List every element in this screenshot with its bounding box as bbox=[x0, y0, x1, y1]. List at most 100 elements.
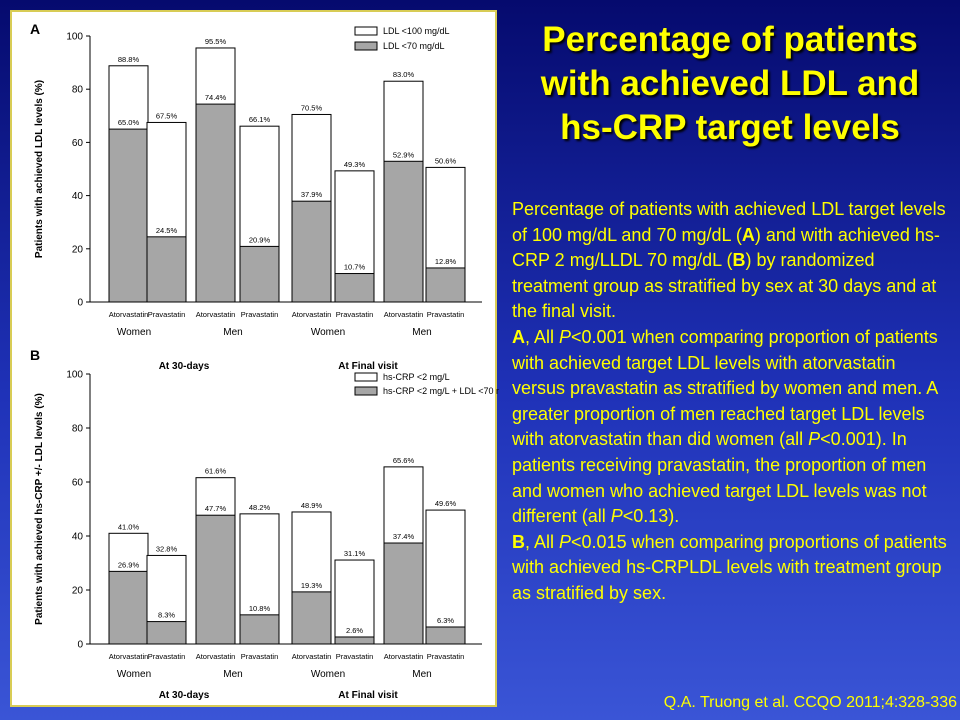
bar-inner bbox=[195, 103, 236, 303]
y-tick-label: 80 bbox=[72, 424, 84, 435]
data-label: 65.6% bbox=[393, 456, 415, 465]
data-label: 88.8% bbox=[118, 55, 140, 64]
data-label: 50.6% bbox=[435, 156, 457, 165]
data-label: 70.5% bbox=[301, 103, 323, 112]
data-label: 37.4% bbox=[393, 532, 415, 541]
caption-text: <0.13). bbox=[622, 506, 680, 527]
bar-inner bbox=[425, 626, 466, 645]
bar-inner bbox=[383, 542, 424, 645]
caption-text: ) and with achieved hs-CRP 2 mg/LLDL 70 … bbox=[512, 224, 940, 271]
group-label: Women bbox=[117, 327, 151, 338]
bar-outer bbox=[334, 559, 375, 645]
caption-paragraph: A, All P<0.001 when comparing proportion… bbox=[512, 325, 952, 530]
y-tick-label: 0 bbox=[77, 640, 83, 651]
caption-bold: B bbox=[512, 531, 525, 552]
caption-italic: P bbox=[559, 531, 572, 552]
data-label: 8.3% bbox=[158, 611, 175, 620]
y-tick-label: 60 bbox=[72, 138, 84, 149]
title-line: Percentage of patients bbox=[542, 20, 918, 59]
x-tick-label: Atorvastatin bbox=[109, 652, 149, 661]
y-tick-label: 80 bbox=[72, 85, 84, 96]
data-label: 31.1% bbox=[344, 549, 366, 558]
figure-caption: Percentage of patients with achieved LDL… bbox=[512, 197, 952, 607]
data-label: 47.7% bbox=[205, 504, 227, 513]
x-tick-label: Pravastatin bbox=[148, 652, 186, 661]
bar-inner bbox=[108, 128, 149, 303]
x-tick-label: Atorvastatin bbox=[292, 310, 332, 319]
panel-label: B bbox=[30, 347, 40, 363]
chart-svg: A 0 20 40 60 80 100 Patients with achieved LDL … bbox=[30, 21, 499, 701]
y-tick-label: 20 bbox=[72, 586, 84, 597]
data-label: 2.6% bbox=[346, 626, 363, 635]
x-tick-label: Atorvastatin bbox=[109, 310, 149, 319]
x-tick-label: Atorvastatin bbox=[384, 310, 424, 319]
period-label: At 30-days bbox=[159, 690, 210, 701]
y-axis-label: Patients with achieved LDL levels (%) bbox=[34, 80, 45, 258]
title-line: with achieved LDL and bbox=[540, 64, 920, 103]
x-tick-label: Pravastatin bbox=[336, 310, 374, 319]
bar-inner bbox=[334, 636, 375, 645]
caption-text: ) by randomized treatment group as strat… bbox=[512, 250, 937, 322]
data-label: 48.9% bbox=[301, 501, 323, 510]
data-label: 6.3% bbox=[437, 616, 454, 625]
y-tick-label: 40 bbox=[72, 191, 84, 202]
caption-text: <0.001 when comparing proportion of pati… bbox=[512, 326, 938, 450]
data-label: 83.0% bbox=[393, 70, 415, 79]
bar-inner bbox=[383, 160, 424, 303]
data-label: 10.7% bbox=[344, 263, 366, 272]
caption-text: Percentage of patients with achieved LDL… bbox=[512, 199, 946, 245]
x-tick-label: Pravastatin bbox=[241, 310, 279, 319]
data-label: 49.3% bbox=[344, 160, 366, 169]
bar-inner bbox=[291, 591, 332, 645]
caption-bold: A bbox=[741, 224, 755, 245]
group-label: Women bbox=[311, 669, 345, 680]
period-label: At 30-days bbox=[159, 361, 210, 372]
group-label: Women bbox=[117, 669, 151, 680]
data-label: 95.5% bbox=[205, 37, 227, 46]
data-label: 24.5% bbox=[156, 226, 178, 235]
bar-inner bbox=[195, 514, 236, 645]
data-label: 26.9% bbox=[118, 560, 140, 569]
data-label: 12.8% bbox=[435, 257, 457, 266]
caption-text: , All bbox=[525, 531, 560, 552]
caption-paragraph: B, All P<0.015 when comparing proportion… bbox=[512, 530, 952, 607]
caption-bold: B bbox=[732, 250, 746, 271]
bar-inner bbox=[334, 273, 375, 303]
citation: Q.A. Truong et al. CCQO 2011;4:328-336 bbox=[663, 694, 957, 711]
caption-paragraph: Percentage of patients with achieved LDL… bbox=[512, 197, 952, 325]
period-label: At Final visit bbox=[338, 361, 398, 372]
data-label: 52.9% bbox=[393, 150, 415, 159]
period-label: At Final visit bbox=[338, 690, 398, 701]
group-label: Women bbox=[311, 327, 345, 338]
data-label: 10.8% bbox=[249, 604, 271, 613]
caption-italic: P bbox=[808, 429, 821, 450]
y-tick-label: 20 bbox=[72, 244, 84, 255]
data-label: 66.1% bbox=[249, 115, 271, 124]
group-label: Men bbox=[223, 669, 242, 680]
legend-label: LDL <70 mg/dL bbox=[383, 41, 444, 51]
chart-figure: A 0 20 40 60 80 100 Patients with achieved LDL … bbox=[10, 10, 499, 707]
caption-italic: P bbox=[559, 326, 572, 347]
bar-inner bbox=[146, 236, 187, 303]
data-label: 20.9% bbox=[249, 235, 271, 244]
x-tick-label: Pravastatin bbox=[241, 652, 279, 661]
group-label: Men bbox=[412, 669, 431, 680]
data-label: 65.0% bbox=[118, 118, 140, 127]
legend-swatch bbox=[354, 26, 378, 36]
legend-label: hs-CRP <2 mg/L + LDL <70 mg/dL bbox=[383, 386, 499, 396]
bar-inner bbox=[291, 200, 332, 303]
bar-inner bbox=[108, 570, 149, 645]
title-line: hs-CRP target levels bbox=[560, 108, 900, 147]
y-tick-label: 100 bbox=[66, 32, 83, 43]
caption-text: <0.015 when comparing proportions of pat… bbox=[512, 531, 947, 603]
data-label: 19.3% bbox=[301, 581, 323, 590]
data-label: 49.6% bbox=[435, 499, 457, 508]
legend-swatch bbox=[354, 386, 378, 396]
data-label: 61.6% bbox=[205, 467, 227, 476]
bar-inner bbox=[146, 621, 187, 645]
x-tick-label: Atorvastatin bbox=[196, 310, 236, 319]
group-label: Men bbox=[223, 327, 242, 338]
bar-outer bbox=[425, 509, 466, 645]
caption-text: , All bbox=[525, 326, 560, 347]
y-tick-label: 60 bbox=[72, 478, 84, 489]
